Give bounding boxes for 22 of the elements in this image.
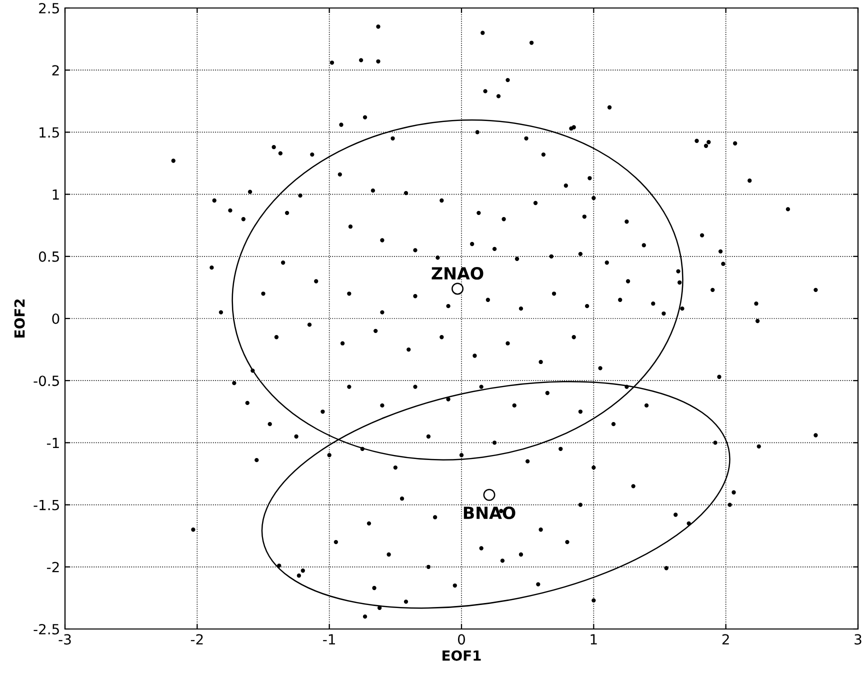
- x-tick-label: 1: [590, 634, 597, 644]
- annotation: BNAO: [464, 506, 516, 520]
- y-tick-label: -1: [46, 438, 59, 448]
- x-tick-label: -3: [58, 634, 71, 645]
- x-tick-label: 2: [722, 634, 729, 644]
- y-tick-label: -1.5: [34, 500, 59, 510]
- x-axis-title: EOF1: [442, 650, 481, 661]
- y-tick-label: 2: [52, 65, 59, 76]
- x-tick-label: -2: [190, 634, 203, 644]
- annotation: ZNAO: [432, 267, 484, 280]
- y-tick-label: 1.5: [40, 127, 59, 138]
- x-tick-label: 0: [458, 634, 465, 645]
- y-axis-title: EOF2: [14, 299, 25, 338]
- x-tick-label: -1: [323, 634, 335, 644]
- y-tick-label: -0.5: [34, 376, 59, 386]
- y-tick-label: -2.5: [34, 624, 59, 634]
- y-tick-label: 1: [52, 189, 59, 200]
- y-tick-label: 0: [52, 313, 60, 324]
- y-tick-label: 2.5: [39, 2, 59, 14]
- y-tick-label: -2: [46, 562, 59, 572]
- x-tick-label: 3: [854, 634, 862, 645]
- y-tick-label: 0.5: [38, 251, 59, 262]
